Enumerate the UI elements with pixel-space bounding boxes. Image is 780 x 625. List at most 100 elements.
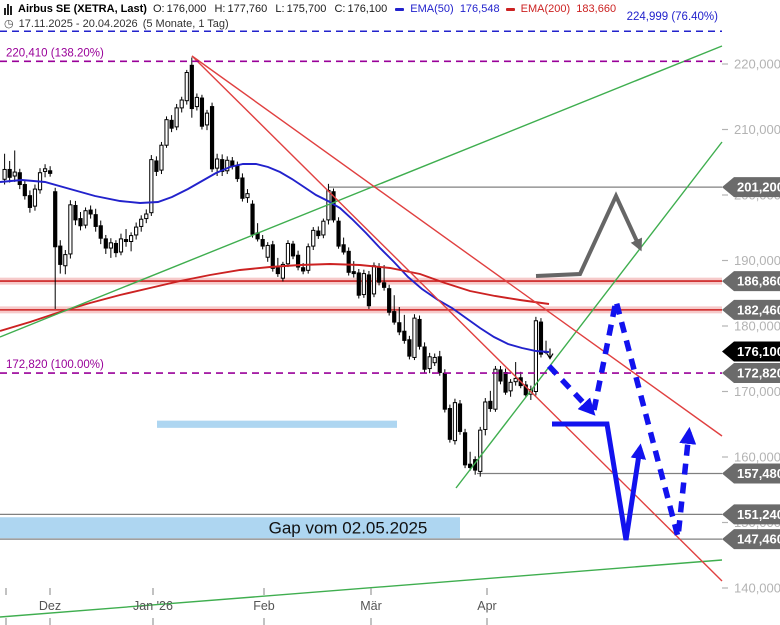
candle: [437, 350, 442, 376]
ema200-line: [0, 263, 550, 332]
candlestick-series: [2, 57, 549, 477]
candle: [442, 369, 447, 413]
ema200-label: EMA(200): [520, 3, 571, 15]
candle: [88, 205, 93, 219]
candle: [7, 160, 12, 183]
date-range: 17.11.2025 - 20.04.2026: [18, 17, 138, 30]
price-axis-label: 170,000: [734, 384, 780, 399]
candle: [32, 184, 38, 211]
price-level-badge: [722, 271, 780, 292]
price-axis-label: 210,000: [734, 122, 780, 137]
month-label: Jan '26: [133, 599, 173, 613]
candle: [356, 269, 361, 299]
candle: [488, 390, 493, 412]
candle: [103, 234, 108, 254]
candle: [179, 96, 184, 113]
candle: [422, 342, 427, 373]
high-label: H:: [214, 3, 226, 15]
candle: [2, 153, 7, 185]
trendline-green-uptrend-steep: [455, 141, 723, 489]
candle: [295, 250, 301, 271]
gap-band: [0, 517, 460, 539]
candle: [468, 451, 473, 471]
high-value: 177,760: [227, 3, 268, 15]
gap-label: Gap vom 02.05.2025: [269, 519, 428, 538]
price-axis-label: 140,000: [734, 581, 780, 596]
candle: [407, 335, 412, 360]
candle: [336, 217, 341, 249]
price-level-badge: [722, 299, 780, 320]
candle: [240, 173, 245, 202]
candle: [209, 102, 215, 173]
price-level-badge: [722, 504, 780, 525]
candle: [447, 404, 452, 443]
ema200-value: 183,660: [576, 3, 617, 15]
candle: [402, 314, 407, 344]
trendline-red-downtrend-2: [191, 55, 723, 582]
month-label: Mär: [360, 599, 382, 613]
candle: [27, 190, 32, 213]
fib-label-13820: 220,410 (138.20%): [6, 47, 104, 59]
candle: [199, 94, 205, 130]
candle: [452, 398, 458, 445]
ema50-legend: EMA(50) 176,548: [395, 3, 500, 15]
candle: [189, 57, 194, 118]
candle: [311, 227, 316, 251]
price-axis-label: 180,000: [734, 319, 780, 334]
candle: [245, 189, 250, 203]
ema50-value: 176,548: [459, 3, 500, 15]
candle: [316, 226, 321, 239]
period-label: (5 Monate, 1 Tag): [142, 17, 229, 30]
candle: [93, 208, 98, 232]
instrument-title: Airbus SE (XETRA, Last): [18, 3, 147, 15]
candle: [139, 215, 144, 232]
candle: [58, 240, 63, 274]
candle: [149, 155, 154, 216]
candle: [129, 232, 134, 252]
candle: [250, 200, 255, 238]
candlestick-chart-icon: [4, 3, 12, 15]
candle: [427, 352, 432, 374]
candle: [108, 238, 113, 258]
ema200-legend: EMA(200) 183,660: [505, 3, 617, 15]
candle: [83, 207, 88, 229]
candle: [118, 233, 124, 256]
candle: [397, 307, 402, 336]
candle: [204, 109, 210, 131]
candle: [113, 240, 119, 258]
price-badge-text: 157,480: [737, 466, 780, 481]
ema200-swatch: [505, 7, 515, 11]
candle: [417, 315, 422, 350]
month-label: Dez: [39, 599, 61, 613]
blue-dashed-arrow-down: [546, 364, 596, 416]
candle: [341, 237, 346, 255]
candle: [392, 295, 397, 325]
price-level-badge: [722, 529, 780, 550]
candle: [63, 250, 68, 275]
candle: [164, 116, 169, 148]
candle: [462, 428, 468, 469]
candle: [184, 69, 189, 105]
candle: [412, 314, 417, 361]
candle: [457, 400, 463, 435]
candle: [98, 220, 103, 245]
close-value: 176,100: [347, 3, 388, 15]
close-label: C:: [334, 3, 346, 15]
price-badge-text: 151,240: [737, 507, 780, 522]
candle: [174, 103, 179, 131]
clock-icon: ◷: [4, 18, 14, 30]
candle: [154, 156, 159, 177]
candle: [523, 381, 528, 398]
gap-band: [157, 420, 397, 428]
candle: [42, 164, 48, 178]
trendline-green-uptrend-flat: [0, 559, 723, 618]
candle: [387, 284, 392, 316]
low-value: 175,700: [286, 3, 327, 15]
price-badge-text: 147,460: [737, 532, 780, 547]
price-axis-label: 160,000: [734, 450, 780, 465]
price-badge-text: 172,820: [737, 366, 780, 381]
last-price-badge: [722, 341, 780, 362]
open-label: O:: [152, 3, 165, 15]
candle: [194, 93, 199, 111]
